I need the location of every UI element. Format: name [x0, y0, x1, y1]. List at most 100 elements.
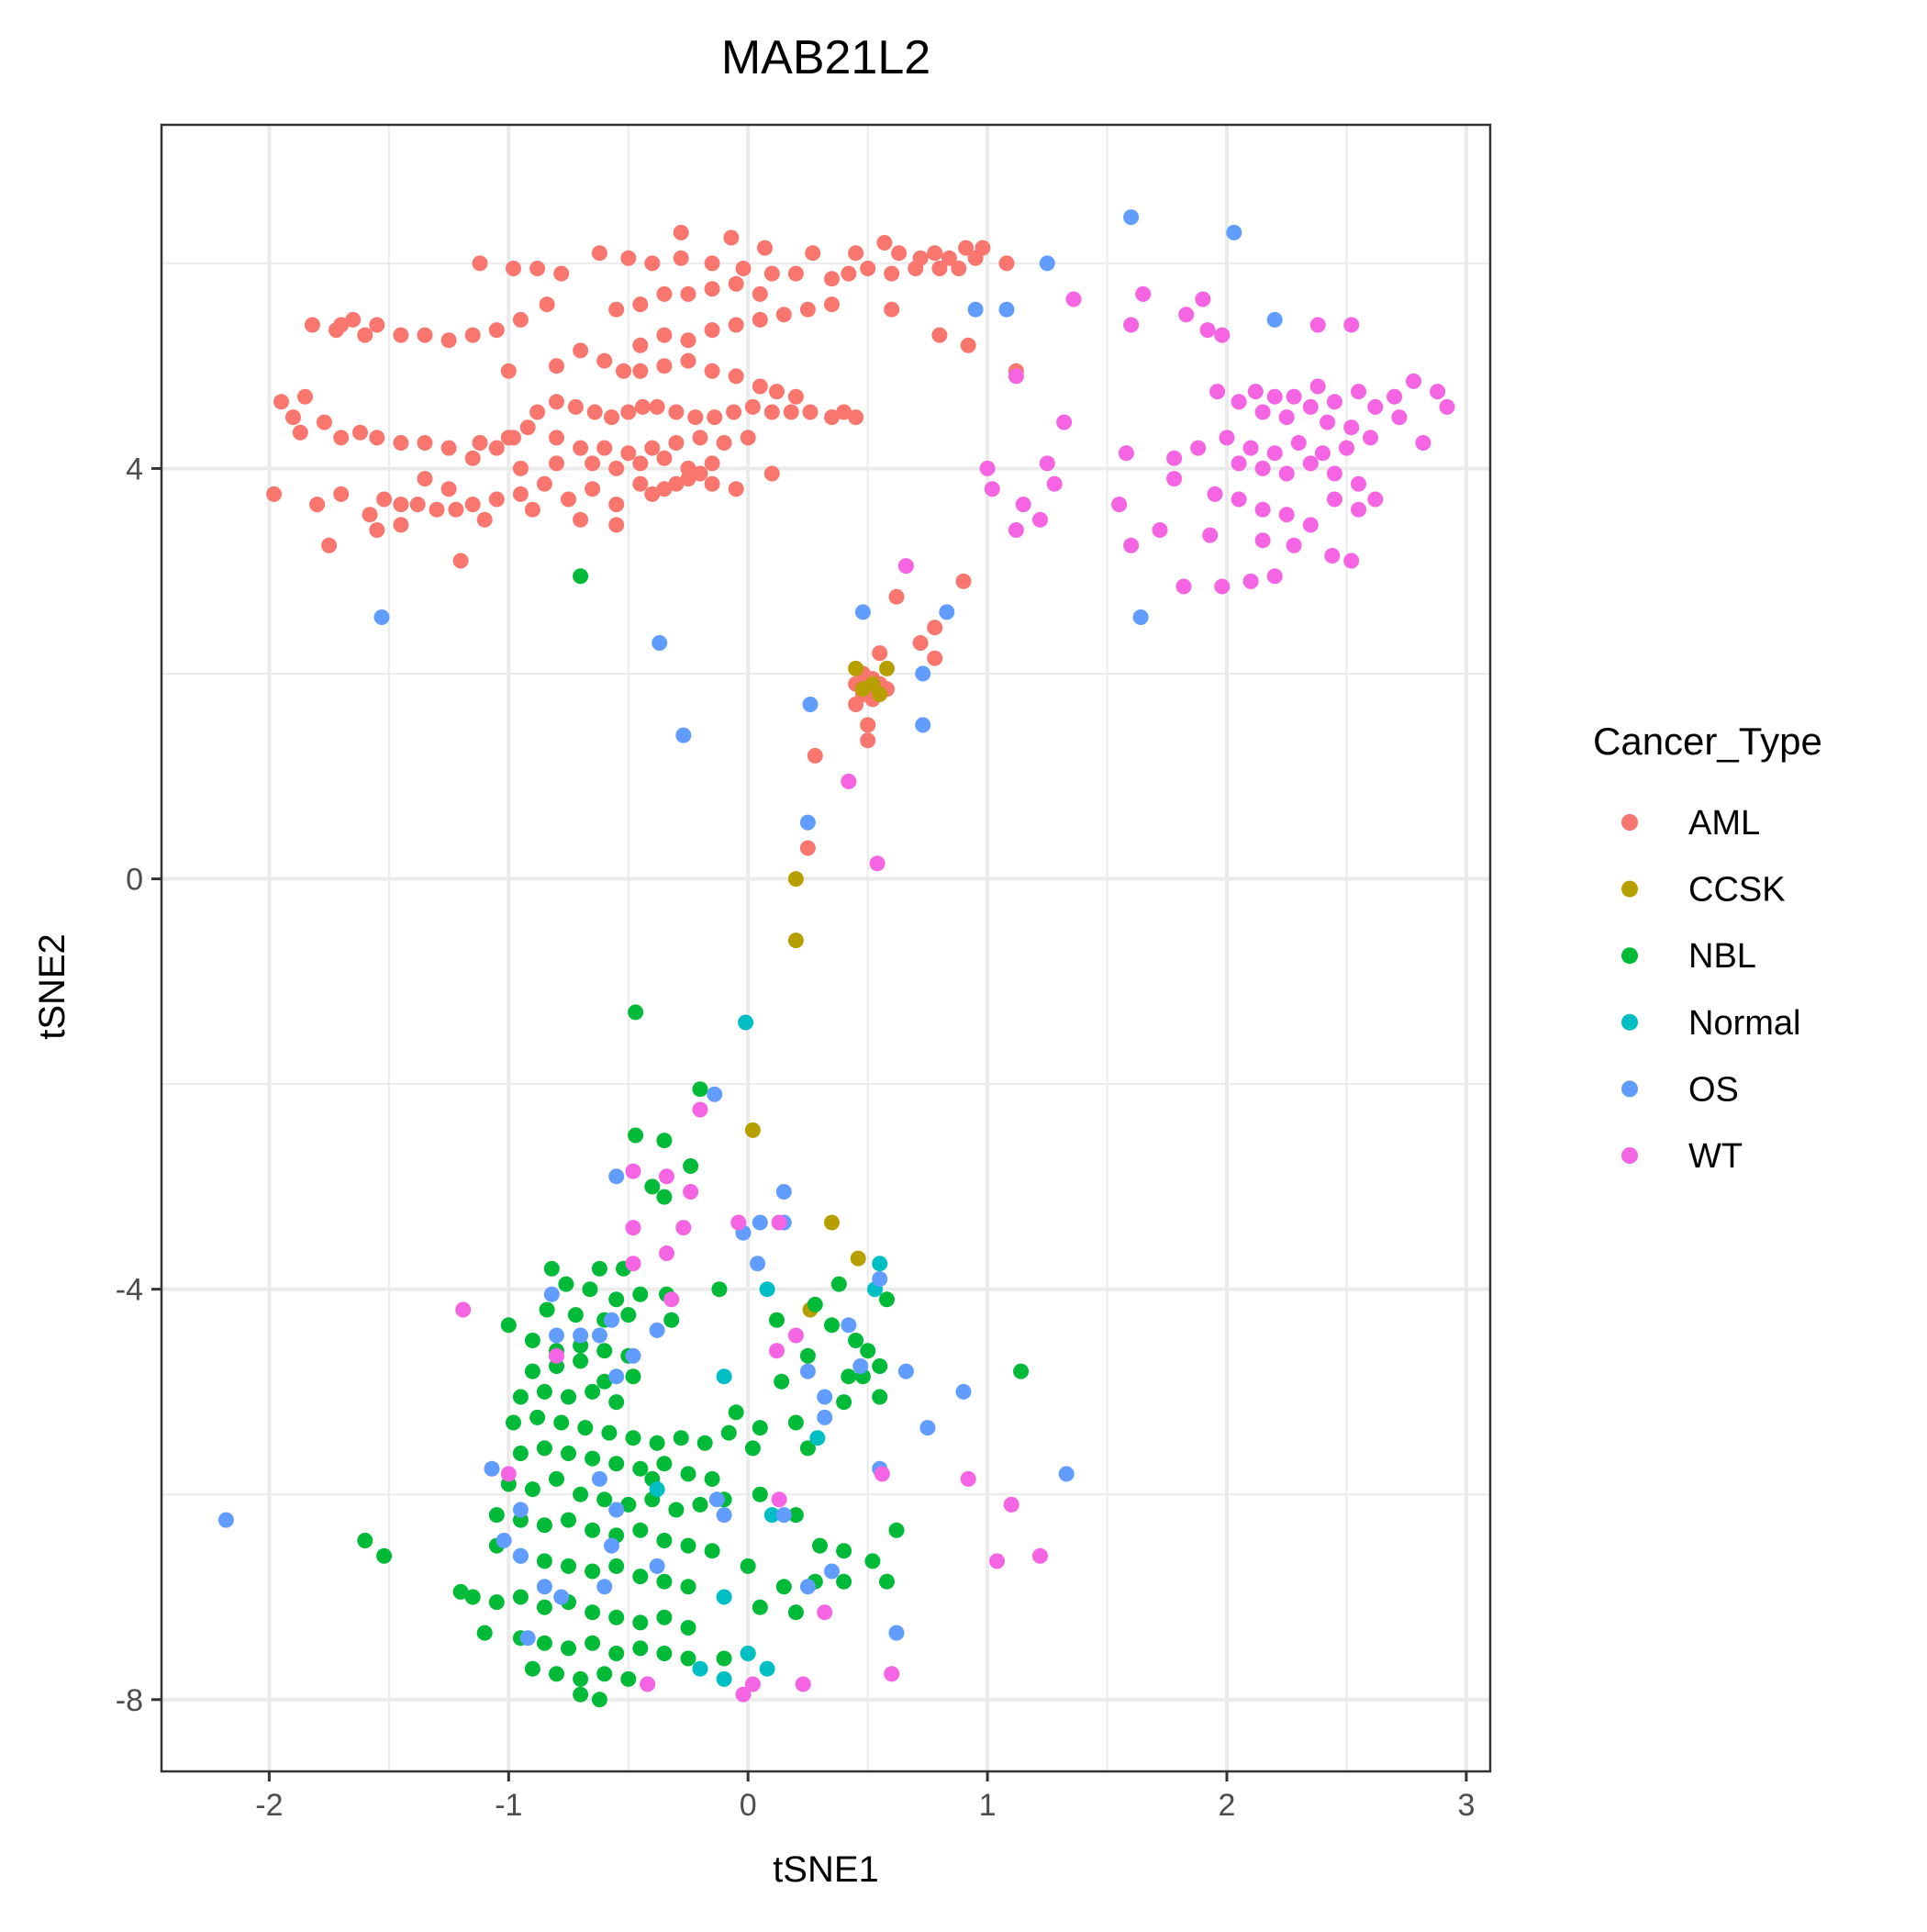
data-point	[632, 1460, 649, 1477]
data-point	[1254, 501, 1271, 518]
data-point	[841, 265, 857, 282]
data-point	[656, 285, 673, 302]
data-point	[1266, 445, 1283, 462]
data-point	[687, 409, 704, 426]
data-point	[668, 475, 685, 492]
data-point	[524, 1333, 540, 1348]
data-point	[752, 1486, 768, 1502]
data-point	[357, 1533, 373, 1548]
data-point	[824, 1563, 840, 1580]
legend-key-wt	[1621, 1147, 1638, 1164]
data-point	[680, 332, 696, 349]
data-point	[775, 1507, 792, 1524]
data-point	[644, 440, 661, 456]
data-point	[927, 245, 943, 262]
data-point	[529, 261, 546, 276]
data-point	[464, 497, 481, 513]
data-point	[1326, 394, 1342, 410]
data-point	[529, 404, 546, 420]
data-point	[740, 1558, 756, 1574]
data-point	[640, 1676, 656, 1692]
data-point	[740, 1646, 756, 1661]
legend-label-normal: Normal	[1688, 1004, 1800, 1043]
data-point	[632, 363, 649, 379]
data-point	[1266, 388, 1283, 405]
data-point	[472, 255, 488, 272]
data-point	[708, 1491, 725, 1508]
data-point	[573, 568, 589, 585]
data-point	[625, 1220, 641, 1236]
data-point	[680, 1650, 696, 1667]
data-point	[369, 522, 385, 538]
data-point	[787, 1414, 804, 1431]
data-point	[561, 1389, 576, 1405]
data-point	[799, 840, 816, 856]
data-point	[723, 229, 740, 246]
data-point	[802, 697, 819, 712]
data-point	[632, 1569, 649, 1585]
data-point	[799, 1440, 816, 1457]
legend-key-os	[1621, 1080, 1638, 1098]
data-point	[1254, 460, 1271, 476]
data-point	[506, 1414, 521, 1431]
data-point	[1118, 445, 1134, 462]
data-point	[561, 1640, 576, 1657]
data-point	[728, 317, 744, 333]
data-point	[1286, 537, 1302, 553]
data-point	[591, 1327, 607, 1344]
data-point	[1309, 378, 1326, 395]
data-point	[683, 1158, 699, 1174]
data-point	[836, 1573, 852, 1590]
data-point	[601, 1424, 618, 1441]
data-point	[763, 265, 780, 282]
data-point	[632, 455, 649, 472]
data-point	[585, 481, 601, 497]
data-point	[774, 1373, 790, 1390]
data-point	[759, 1281, 775, 1298]
data-point	[488, 491, 505, 508]
data-point	[841, 773, 857, 789]
data-point	[628, 1004, 644, 1021]
data-point	[1430, 384, 1446, 400]
data-point	[744, 398, 761, 415]
data-point	[879, 1573, 895, 1590]
data-point	[608, 1502, 625, 1518]
data-point	[608, 301, 625, 318]
data-point	[634, 398, 651, 415]
data-point	[659, 1245, 674, 1261]
data-point	[512, 1446, 529, 1461]
data-point	[775, 307, 792, 323]
data-point	[500, 430, 517, 446]
data-point	[333, 486, 350, 502]
data-point	[659, 1168, 674, 1185]
data-point	[577, 1420, 594, 1436]
data-point	[841, 1368, 857, 1385]
data-point	[1415, 435, 1431, 451]
data-point	[1056, 414, 1073, 430]
data-point	[266, 486, 283, 502]
data-point	[1343, 419, 1360, 436]
data-point	[1111, 497, 1128, 513]
data-point	[728, 1404, 744, 1421]
data-point	[632, 1614, 649, 1631]
data-point	[908, 261, 924, 276]
data-point	[440, 332, 457, 349]
data-point	[1032, 1547, 1048, 1564]
data-point	[625, 1347, 641, 1364]
data-point	[799, 301, 816, 318]
data-point	[1320, 414, 1336, 430]
data-point	[329, 322, 344, 339]
data-point	[549, 1666, 564, 1682]
series-os	[217, 209, 1283, 1647]
data-point	[217, 1512, 234, 1528]
data-point	[656, 358, 673, 374]
data-point	[536, 1579, 552, 1595]
data-point	[625, 1256, 641, 1272]
data-point	[683, 1184, 699, 1200]
y-tick-label: -4	[116, 1273, 143, 1308]
data-point	[1207, 486, 1223, 502]
data-point	[680, 285, 696, 302]
data-point	[740, 430, 756, 446]
legend-title: Cancer_Type	[1593, 720, 1822, 763]
data-point	[1152, 522, 1168, 538]
